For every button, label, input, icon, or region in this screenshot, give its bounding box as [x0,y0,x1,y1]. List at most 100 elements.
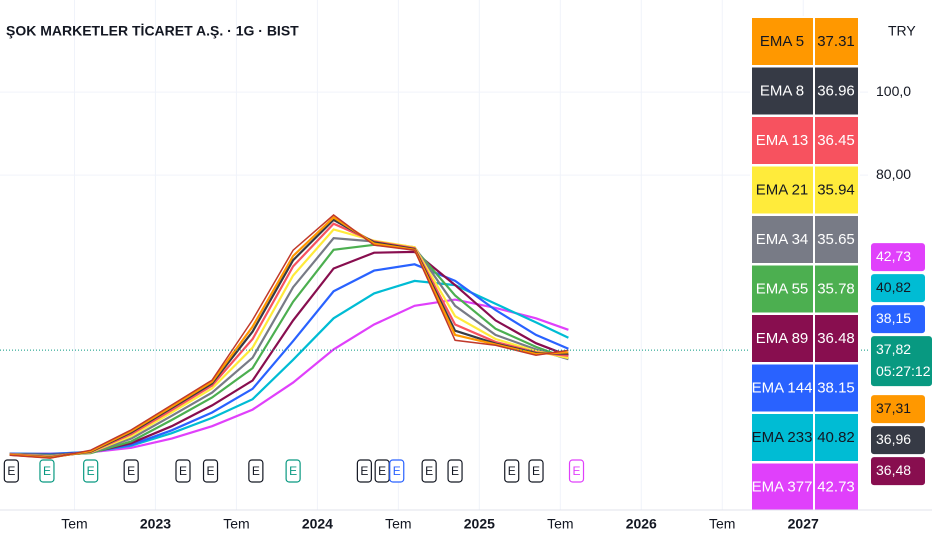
table-value-cell [815,18,858,65]
price-badge [871,395,925,424]
price-badge-label: 37,82 [876,341,911,357]
table-name-cell [752,117,813,164]
table-value: 35.65 [817,231,855,248]
price-badge [871,457,925,486]
event-marker [83,459,99,483]
event-marker [447,459,463,483]
price-badge-label: 36,48 [876,462,911,478]
table-value-cell [815,364,858,412]
table-name: EMA 34 [756,231,809,248]
x-tick-label: Tem [61,516,87,532]
event-marker [389,459,405,483]
ema-line [9,218,569,459]
ema-line [9,243,569,457]
price-badge-label: 40,82 [876,279,911,295]
table-name-cell [752,265,813,313]
table-name: EMA 377 [752,478,813,495]
event-label: E [43,464,51,478]
price-badge-label: 37,31 [876,400,911,416]
event-label: E [207,464,215,478]
table-value-cell [815,463,858,510]
event-marker [528,459,544,483]
price-badge-label: 38,15 [876,310,911,326]
table-name-cell [752,315,813,362]
price-line [9,214,569,459]
table-name-cell [752,18,813,65]
table-value-cell [815,67,858,115]
event-label: E [572,464,580,478]
event-label: E [532,464,540,478]
table-name-cell [752,67,813,115]
event-label: E [508,464,516,478]
table-name: EMA 233 [752,429,813,446]
table-value-cell [815,315,858,362]
x-tick-label: 2026 [626,516,657,532]
table-value-cell [815,117,858,164]
event-marker [285,459,301,483]
table-value: 38.15 [817,379,855,396]
table-value: 35.78 [817,280,855,297]
x-tick-label: Tem [385,516,411,532]
price-badge [871,305,925,334]
price-badge [871,274,925,303]
event-label: E [425,464,433,478]
price-badge-label: 42,73 [876,248,911,264]
table-value-cell [815,166,858,214]
event-marker [248,459,264,483]
x-tick-label: Tem [709,516,735,532]
event-marker [123,459,139,483]
event-marker [504,459,520,483]
event-marker [356,459,372,483]
event-marker [175,459,191,483]
table-name: EMA 55 [756,280,809,297]
x-tick-label: 2027 [788,516,819,532]
event-marker [568,459,585,483]
event-label: E [393,464,401,478]
event-label: E [451,464,459,478]
currency: TRY [888,23,916,39]
y-tick-label: 80,00 [876,166,911,182]
event-marker [3,459,19,483]
price-badges: 42,73 40,82 38,15 37,82 05:27:12 37,31 36,96 36… [871,243,932,486]
table-name-cell [752,414,813,461]
chart-title: ŞOK MARKETLER TİCARET A.Ş. · 1G · BIST [6,23,299,39]
plot-area [0,214,868,459]
event-label: E [179,464,187,478]
x-tick-label: 2023 [140,516,171,532]
table-value-cell [815,414,858,461]
x-tick-label: Tem [223,516,249,532]
x-tick-label: Tem [547,516,573,532]
event-label: E [252,464,260,478]
table-name: EMA 144 [752,379,813,396]
table-value-cell [815,216,858,263]
event-marker [421,459,437,483]
table-name: EMA 89 [756,330,809,347]
x-tick-label: 2025 [464,516,495,532]
table-value: 36.96 [817,82,855,99]
event-label: E [127,464,135,478]
table-name: EMA 21 [756,181,809,198]
table-name-cell [752,364,813,412]
x-tick-label: 2024 [302,516,333,532]
event-label: E [360,464,368,478]
event-label: E [7,464,15,478]
table-value-cell [815,265,858,313]
event-label: E [289,464,297,478]
table-name-cell [752,216,813,263]
event-label: E [378,464,386,478]
event-marker [39,459,55,483]
price-badge [871,336,932,387]
event-label: E [87,464,95,478]
table-name: EMA 8 [760,82,804,99]
table-value: 36.48 [817,330,855,347]
event-marker [202,459,219,483]
ema-line [9,216,569,459]
price-badge [871,243,925,272]
table-name-cell [752,166,813,214]
price-badge-label: 36,96 [876,431,911,447]
table-value: 36.45 [817,132,855,149]
table-value: 40.82 [817,429,855,446]
table-name-cell [752,463,813,510]
